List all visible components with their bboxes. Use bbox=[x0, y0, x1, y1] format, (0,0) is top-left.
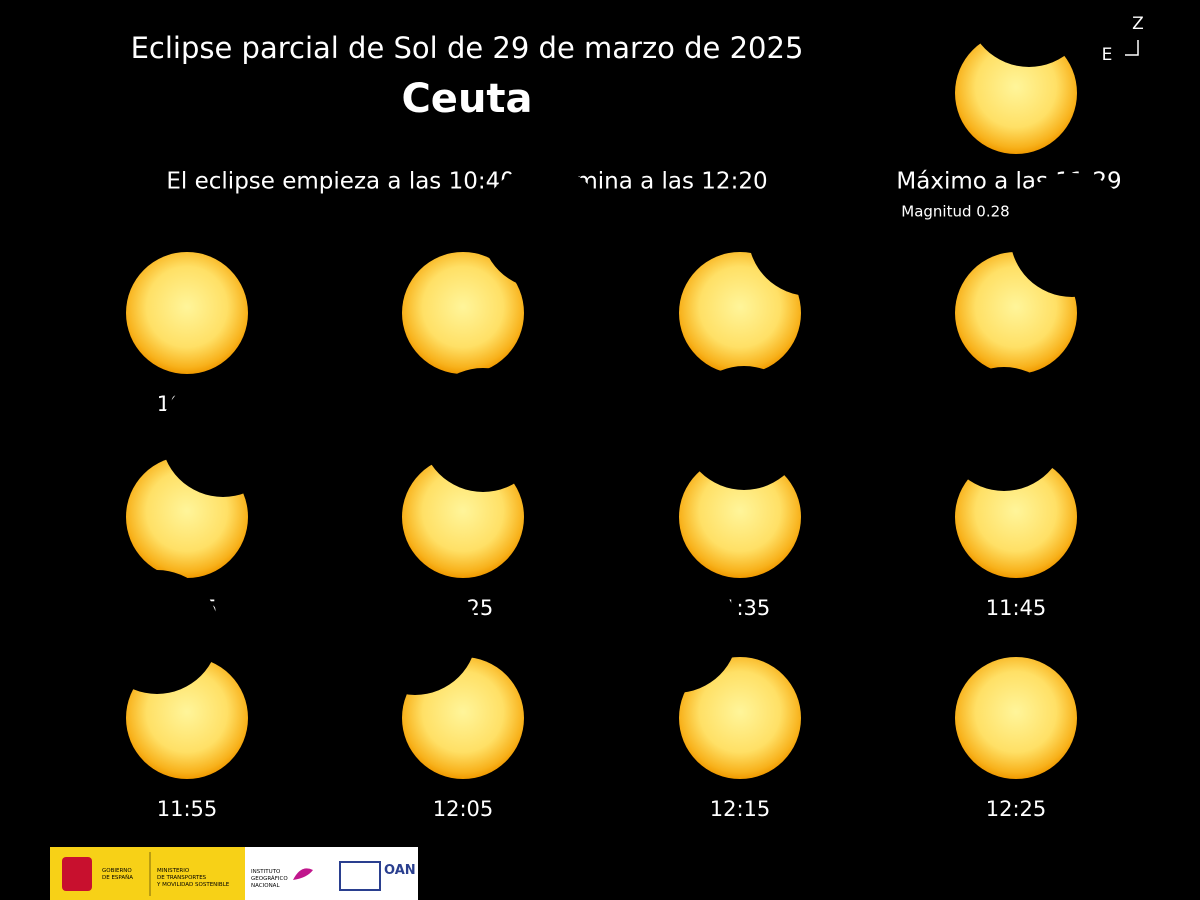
institute-line: GEOGRÁFICO bbox=[251, 875, 288, 882]
frame-time: 12:05 bbox=[433, 797, 494, 821]
compass-lines bbox=[1125, 40, 1139, 56]
ministry-line: MINISTERIO bbox=[157, 868, 190, 874]
moon bbox=[614, 569, 738, 693]
sun bbox=[679, 456, 801, 578]
institute-line: NACIONAL bbox=[251, 883, 280, 889]
moon bbox=[353, 571, 477, 695]
oan-text: OAN bbox=[384, 863, 416, 878]
compass-zenith: Z bbox=[1132, 14, 1144, 34]
moon bbox=[481, 165, 605, 289]
gov-line: GOBIERNO bbox=[102, 868, 132, 874]
oan-building bbox=[339, 861, 381, 891]
compass-east: E bbox=[1102, 45, 1113, 65]
frame-time: 11:45 bbox=[986, 596, 1047, 620]
moon bbox=[967, 0, 1091, 67]
location: Ceuta bbox=[401, 76, 532, 122]
ministry-line: Y MOVILIDAD SOSTENIBLE bbox=[156, 882, 230, 888]
moon bbox=[942, 367, 1066, 491]
frame-time: 12:15 bbox=[710, 797, 771, 821]
institute-line: INSTITUTO bbox=[251, 869, 281, 875]
moon bbox=[748, 172, 872, 296]
sun bbox=[679, 252, 801, 374]
frame-time: 12:25 bbox=[986, 797, 1047, 821]
sun bbox=[126, 252, 248, 374]
ministry-line: DE TRANSPORTES bbox=[157, 875, 207, 881]
moon bbox=[161, 373, 285, 497]
ign-mark bbox=[293, 868, 313, 880]
sun bbox=[679, 657, 801, 779]
moon bbox=[682, 366, 806, 490]
moon bbox=[421, 368, 545, 492]
moon bbox=[1010, 173, 1134, 297]
summary: El eclipse empieza a las 10:40 y termina… bbox=[166, 169, 767, 195]
moon bbox=[95, 570, 219, 694]
coat-of-arms bbox=[62, 857, 92, 891]
footer-logos: GOBIERNO DE ESPAÑA MINISTERIO DE TRANSPO… bbox=[50, 847, 418, 900]
title: Eclipse parcial de Sol de 29 de marzo de… bbox=[131, 31, 804, 65]
frame-time: 11:55 bbox=[157, 797, 218, 821]
ign-block bbox=[245, 847, 418, 900]
gov-line: DE ESPAÑA bbox=[102, 874, 133, 881]
sun bbox=[955, 657, 1077, 779]
sun bbox=[402, 252, 524, 374]
